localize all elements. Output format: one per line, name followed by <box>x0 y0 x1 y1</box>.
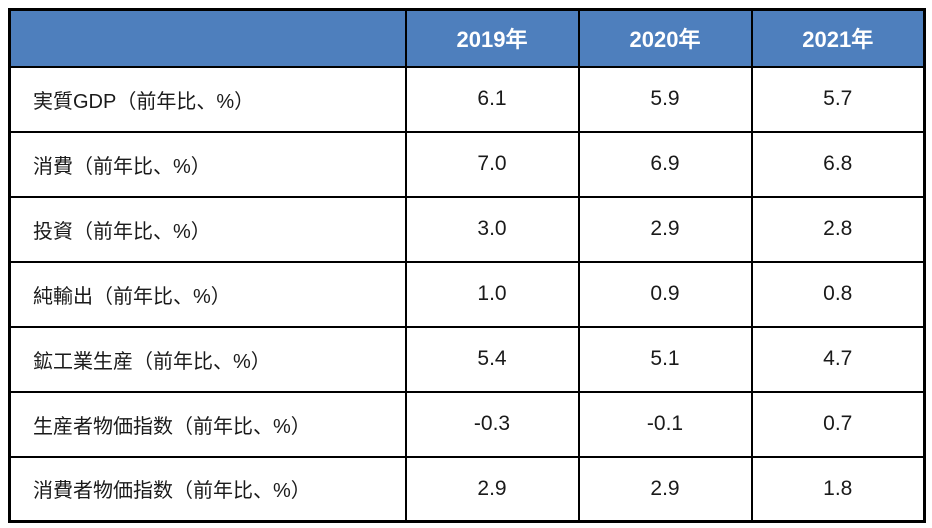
value-cell: 0.8 <box>750 260 926 328</box>
value-cell: 2.9 <box>404 455 580 523</box>
value-cell: 2.9 <box>577 195 753 263</box>
row-label: 純輸出（前年比、%） <box>8 260 407 328</box>
value-cell: 5.9 <box>577 65 753 133</box>
column-header-2021: 2021年 <box>750 8 926 68</box>
row-label: 実質GDP（前年比、%） <box>8 65 407 133</box>
row-label: 投資（前年比、%） <box>8 195 407 263</box>
table-row-industrial-production: 鉱工業生産（前年比、%） 5.4 5.1 4.7 <box>8 325 926 393</box>
value-cell: -0.3 <box>404 390 580 458</box>
value-cell: 6.8 <box>750 130 926 198</box>
table-row-net-exports: 純輸出（前年比、%） 1.0 0.9 0.8 <box>8 260 926 328</box>
value-cell: 0.7 <box>750 390 926 458</box>
row-label: 鉱工業生産（前年比、%） <box>8 325 407 393</box>
table-row-consumption: 消費（前年比、%） 7.0 6.9 6.8 <box>8 130 926 198</box>
value-cell: 6.9 <box>577 130 753 198</box>
value-cell: 2.8 <box>750 195 926 263</box>
column-header-2019: 2019年 <box>404 8 580 68</box>
value-cell: 5.1 <box>577 325 753 393</box>
row-label: 生産者物価指数（前年比、%） <box>8 390 407 458</box>
table-row-consumer-price-index: 消費者物価指数（前年比、%） 2.9 2.9 1.8 <box>8 455 926 523</box>
value-cell: 0.9 <box>577 260 753 328</box>
value-cell: -0.1 <box>577 390 753 458</box>
row-label: 消費者物価指数（前年比、%） <box>8 455 407 523</box>
table-row-real-gdp: 実質GDP（前年比、%） 6.1 5.9 5.7 <box>8 65 926 133</box>
economic-indicators-table: 2019年 2020年 2021年 実質GDP（前年比、%） 6.1 5.9 5… <box>8 8 926 523</box>
value-cell: 2.9 <box>577 455 753 523</box>
value-cell: 6.1 <box>404 65 580 133</box>
table-row-investment: 投資（前年比、%） 3.0 2.9 2.8 <box>8 195 926 263</box>
row-label: 消費（前年比、%） <box>8 130 407 198</box>
value-cell: 1.8 <box>750 455 926 523</box>
value-cell: 5.4 <box>404 325 580 393</box>
table-row-producer-price-index: 生産者物価指数（前年比、%） -0.3 -0.1 0.7 <box>8 390 926 458</box>
column-header-2020: 2020年 <box>577 8 753 68</box>
value-cell: 3.0 <box>404 195 580 263</box>
value-cell: 5.7 <box>750 65 926 133</box>
value-cell: 1.0 <box>404 260 580 328</box>
value-cell: 4.7 <box>750 325 926 393</box>
corner-header-cell <box>8 8 407 68</box>
table-header-row: 2019年 2020年 2021年 <box>8 8 926 68</box>
value-cell: 7.0 <box>404 130 580 198</box>
